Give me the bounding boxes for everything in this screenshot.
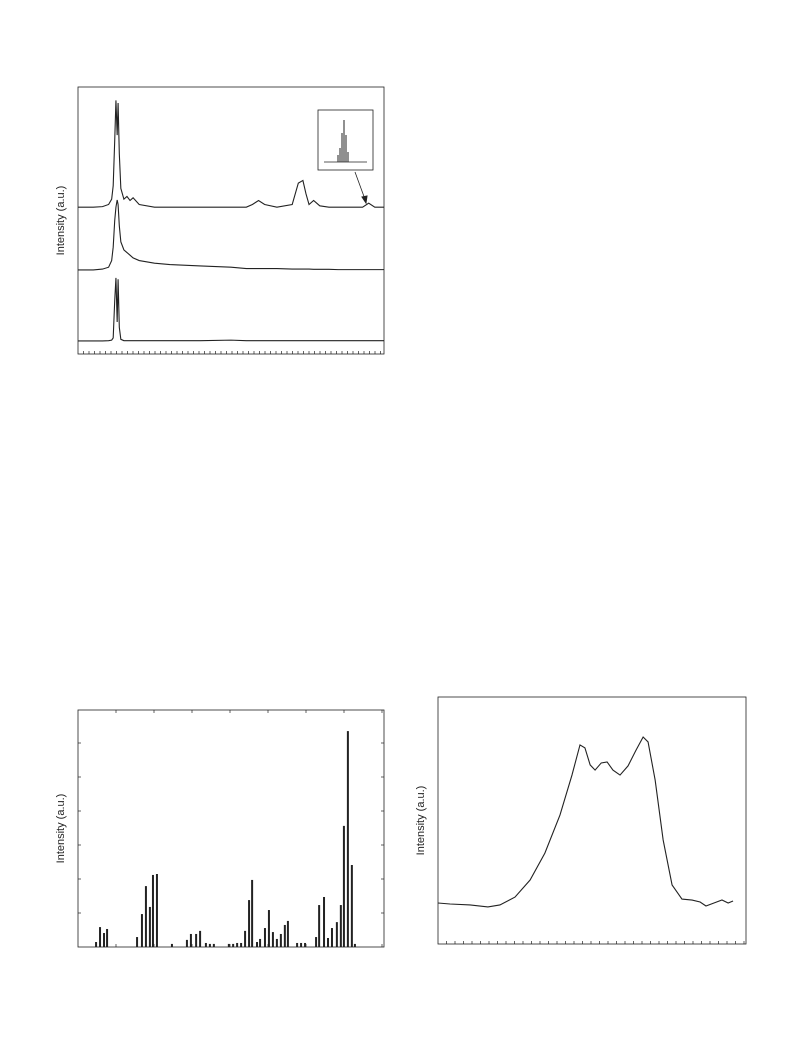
bar [335,922,338,947]
bar [263,928,266,947]
bar [140,914,143,947]
bar [283,924,286,947]
bar [304,942,307,947]
spectrum-line [78,199,384,271]
bar [199,930,202,947]
bar [106,928,109,947]
bar [327,937,330,947]
bar [323,896,326,947]
bar [136,937,139,947]
bar [103,933,106,947]
bar [256,942,259,947]
bar [148,906,151,947]
bar [170,943,173,947]
bar [350,864,353,947]
bar [267,910,270,947]
bar [208,943,211,947]
bar [99,927,102,947]
bar [244,930,247,947]
bar [342,825,345,947]
bar [189,933,192,947]
y-axis-label: Intensity (a.u.) [55,186,67,256]
bar [259,938,262,947]
bar [286,920,289,947]
bar [248,900,251,947]
bar [353,943,356,947]
bar [185,939,188,947]
bar [339,905,342,947]
plot-frame [77,709,385,948]
inset [317,109,374,205]
bar [195,933,198,947]
plot-frame [77,86,385,355]
bar [227,943,230,947]
bar [95,942,98,947]
bar [251,879,254,947]
bar [236,942,239,947]
bar [296,942,299,947]
bar [204,942,207,947]
bar [346,731,349,947]
y-axis-label: Intensity (a.u.) [415,786,427,856]
bar [144,886,147,947]
bar [240,942,243,947]
bar [275,938,278,947]
spectrum-line [78,100,384,208]
y-axis-label: Intensity (a.u.) [55,794,67,864]
bar [300,942,303,947]
bar [212,943,215,947]
bar [232,943,235,947]
plot-frame [437,696,747,945]
spectrum-line [437,736,734,908]
bar [330,928,333,947]
bar [151,874,154,947]
bar [318,905,321,947]
bar [315,937,318,947]
spectrum-line [78,277,384,342]
bar [279,933,282,947]
bar [271,932,274,947]
bar [155,874,158,947]
